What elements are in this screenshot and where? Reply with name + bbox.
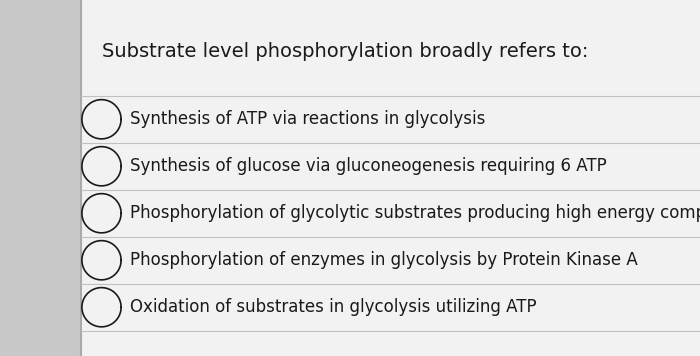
Text: Synthesis of glucose via gluconeogenesis requiring 6 ATP: Synthesis of glucose via gluconeogenesis… xyxy=(130,157,606,175)
Text: Oxidation of substrates in glycolysis utilizing ATP: Oxidation of substrates in glycolysis ut… xyxy=(130,298,536,316)
Text: Phosphorylation of enzymes in glycolysis by Protein Kinase A: Phosphorylation of enzymes in glycolysis… xyxy=(130,251,637,269)
Text: Synthesis of ATP via reactions in glycolysis: Synthesis of ATP via reactions in glycol… xyxy=(130,110,485,128)
Text: Phosphorylation of glycolytic substrates producing high energy compounds: Phosphorylation of glycolytic substrates… xyxy=(130,204,700,222)
FancyBboxPatch shape xyxy=(80,0,700,356)
Text: Substrate level phosphorylation broadly refers to:: Substrate level phosphorylation broadly … xyxy=(102,42,588,61)
